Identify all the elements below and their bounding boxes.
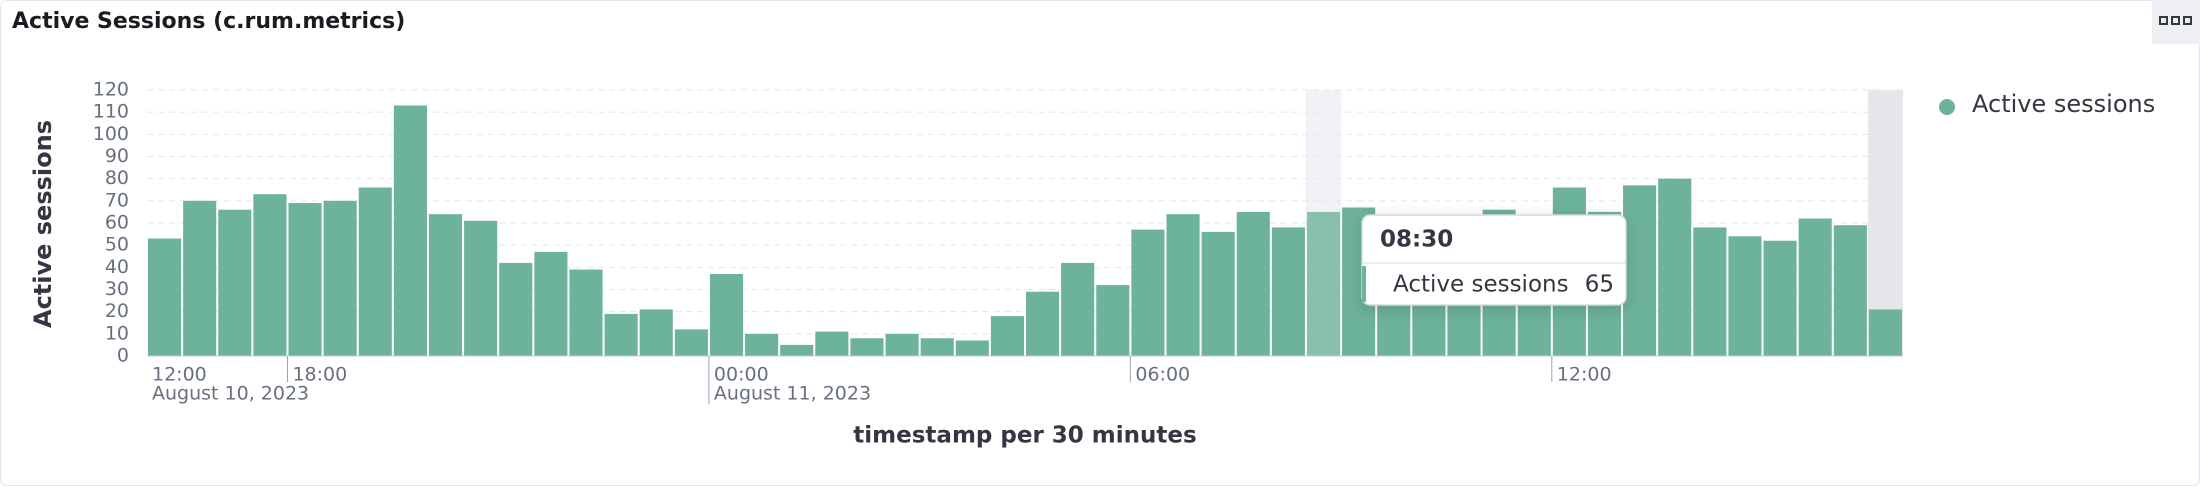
- bar: [1623, 185, 1657, 356]
- bar: [499, 262, 533, 356]
- panel-title: Active Sessions (c.rum.metrics): [12, 9, 405, 34]
- x-tick-label: 12:00: [152, 364, 207, 386]
- bar: [1201, 231, 1235, 356]
- x-tick-label: 18:00: [292, 364, 347, 386]
- y-tick-label: 10: [105, 322, 129, 344]
- bar: [569, 269, 603, 356]
- bar: [1833, 225, 1867, 356]
- legend-label: Active sessions: [1972, 90, 2155, 118]
- tooltip-box: [1361, 214, 1627, 306]
- x-tick-label: 06:00: [1135, 364, 1190, 386]
- bar: [1166, 214, 1200, 356]
- x-tick-date: August 11, 2023: [714, 383, 871, 405]
- bar: [709, 273, 744, 356]
- y-tick-label: 60: [105, 212, 129, 234]
- bar: [253, 194, 287, 356]
- bar: [1306, 211, 1341, 356]
- bar: [1763, 240, 1797, 356]
- y-tick-label: 30: [105, 278, 129, 300]
- y-tick-label: 20: [105, 300, 129, 322]
- bar: [850, 338, 884, 356]
- y-tick-label: 0: [117, 345, 129, 367]
- legend-swatch: [1939, 99, 1955, 115]
- bar: [534, 251, 568, 356]
- bar: [990, 316, 1024, 356]
- bar: [1096, 285, 1130, 356]
- bar: [1061, 262, 1095, 356]
- x-axis-title: timestamp per 30 minutes: [853, 423, 1196, 449]
- bar: [1728, 236, 1762, 356]
- bar: [464, 220, 498, 356]
- bar: [358, 187, 392, 356]
- tooltip-value: 65: [1585, 272, 1614, 298]
- bar: [920, 338, 954, 356]
- bar: [148, 238, 182, 356]
- bar: [428, 214, 463, 356]
- y-tick-label: 50: [105, 234, 129, 256]
- bar: [780, 344, 814, 356]
- bar: [745, 333, 779, 356]
- x-tick-date: August 10, 2023: [152, 383, 309, 405]
- bar: [604, 313, 638, 356]
- tooltip: 08:30 Active sessions 65: [1361, 214, 1627, 306]
- bar: [1658, 178, 1692, 356]
- tooltip-series: Active sessions: [1393, 272, 1569, 298]
- bar: [1236, 211, 1270, 356]
- y-tick-label: 40: [105, 256, 129, 278]
- y-tick-label: 110: [93, 101, 129, 123]
- tooltip-title: 08:30: [1380, 227, 1453, 253]
- bar: [815, 331, 849, 356]
- y-tick-label: 100: [93, 123, 129, 145]
- bar: [288, 203, 322, 356]
- y-tick-label: 70: [105, 189, 129, 211]
- bar: [1693, 227, 1727, 356]
- bar: [674, 329, 708, 356]
- y-tick-label: 90: [105, 145, 129, 167]
- bar: [218, 209, 252, 356]
- bar: [1026, 291, 1060, 356]
- x-tick-label: 00:00: [714, 364, 769, 386]
- bar: [1798, 218, 1832, 356]
- x-tick-label: 12:00: [1557, 364, 1612, 386]
- bar: [183, 200, 217, 356]
- y-axis-title: Active sessions: [29, 120, 57, 328]
- bar: [393, 105, 427, 357]
- y-tick-label: 80: [105, 167, 129, 189]
- tooltip-swatch: [1362, 266, 1366, 302]
- bar: [955, 340, 989, 356]
- bar: [1868, 309, 1902, 356]
- bar: [1271, 227, 1305, 356]
- bar: [639, 309, 673, 356]
- bar: [885, 333, 919, 356]
- y-tick-label: 120: [93, 79, 129, 101]
- bar: [1131, 229, 1165, 356]
- bar: [323, 200, 357, 356]
